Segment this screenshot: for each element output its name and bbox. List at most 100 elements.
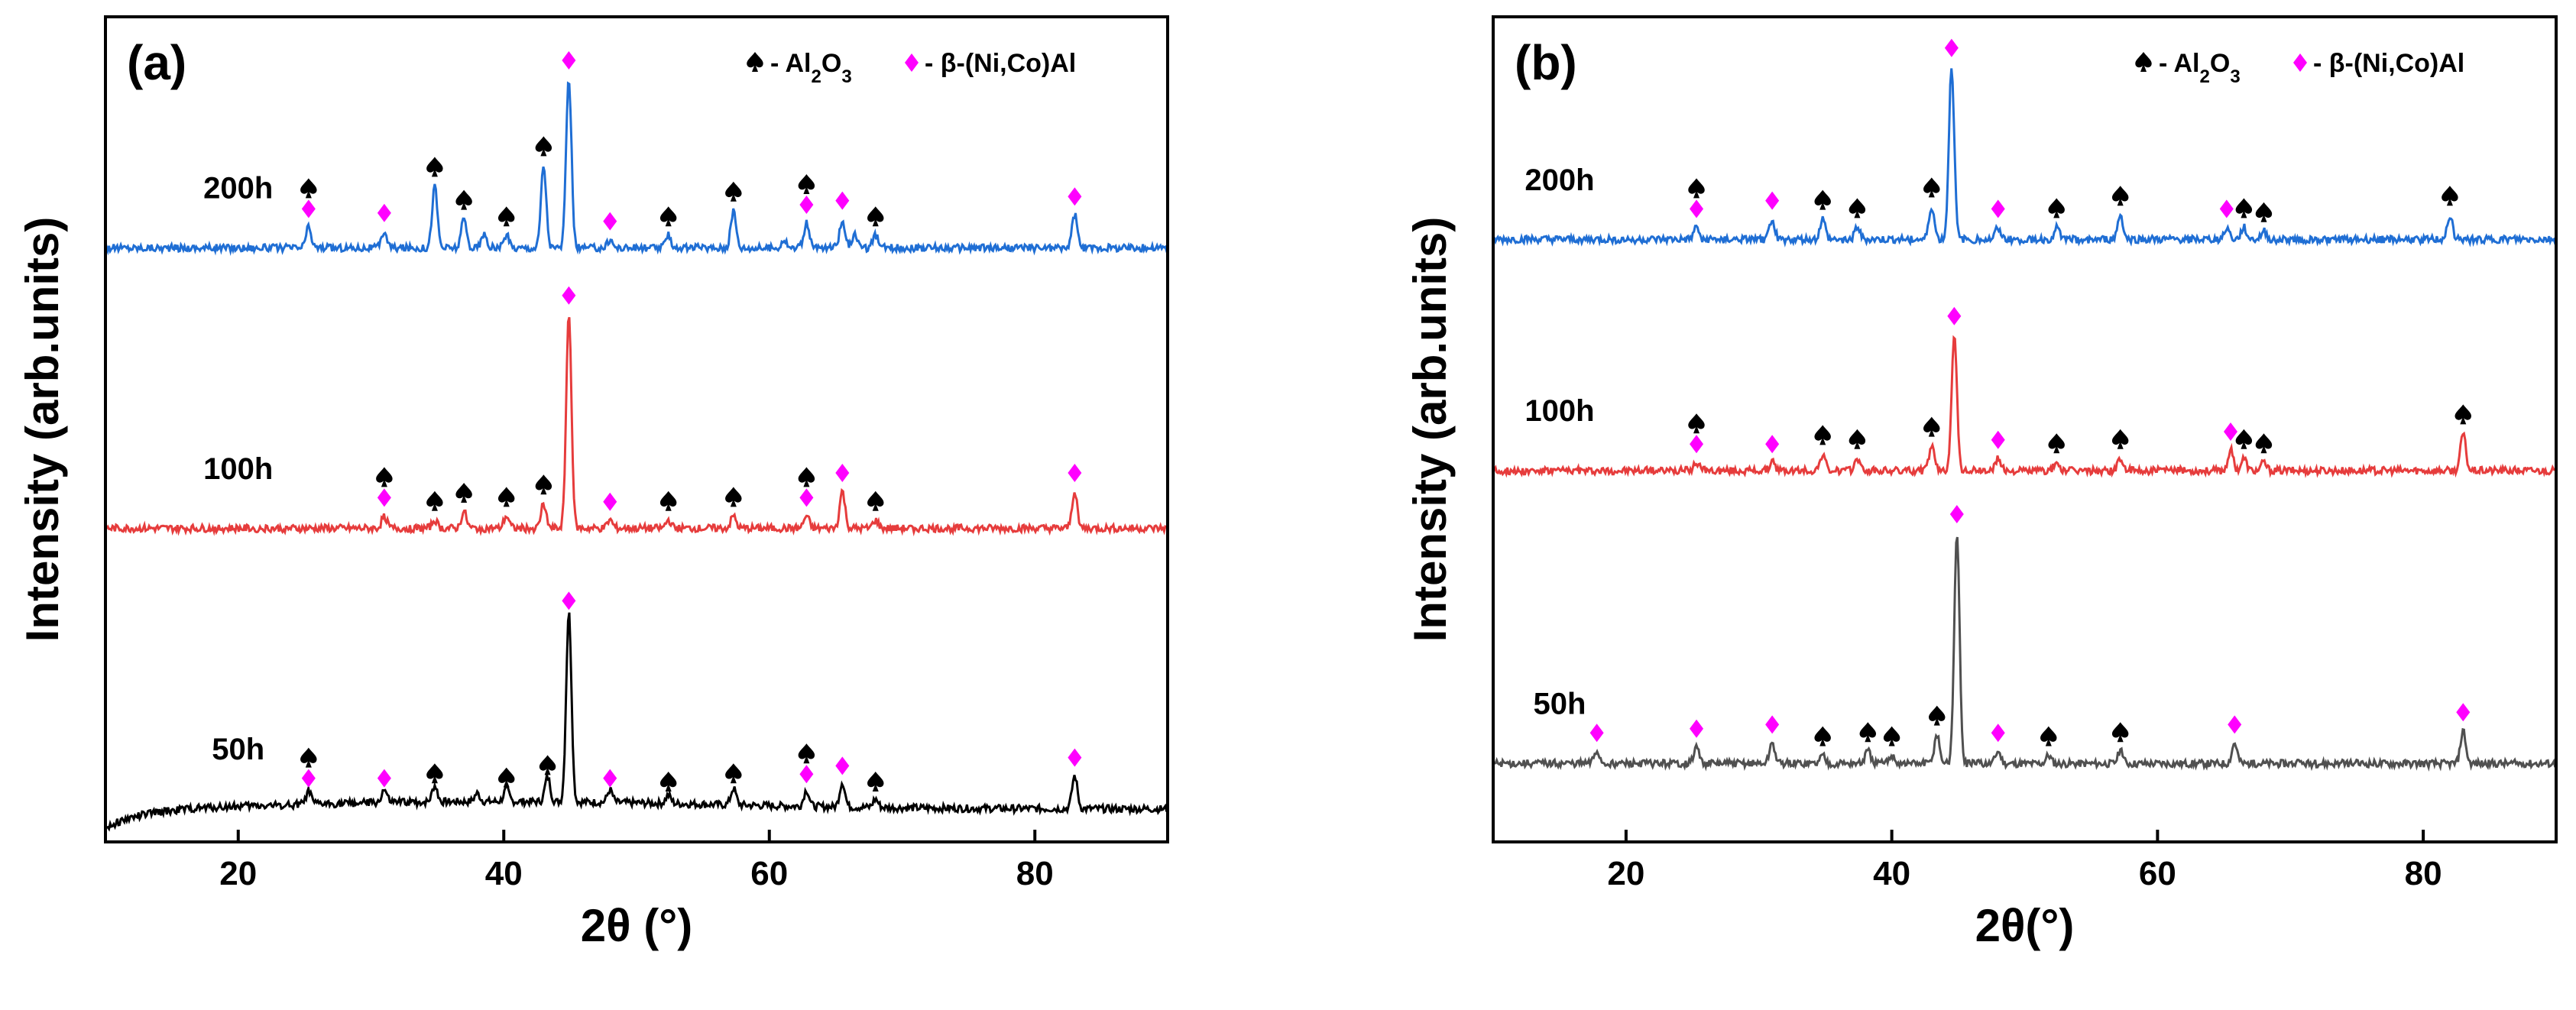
beta-marker [603, 769, 617, 788]
x-axis-label: 2θ (°) [581, 900, 692, 951]
beta-marker [301, 199, 316, 219]
y-axis-label: Intensity (arb.units) [1405, 217, 1456, 643]
al2o3-marker [498, 487, 515, 507]
beta-marker [1068, 187, 1082, 206]
beta-marker [562, 591, 576, 610]
series-line-100h [1492, 335, 2558, 478]
beta-marker [377, 488, 391, 507]
legend-al2o3-label: - Al2O3 [770, 49, 852, 87]
al2o3-marker [2040, 726, 2057, 746]
legend-beta-label: - β-(Ni,Co)Al [925, 49, 1076, 78]
x-tick-label: 80 [2405, 855, 2442, 892]
al2o3-marker [2048, 433, 2065, 454]
chart-panel-b: 200h 100h 50h 20 40 60 80 2θ(°) Intensity (arb.u… [1405, 15, 2558, 951]
beta-marker [2456, 703, 2471, 722]
series-line-50h [105, 612, 1168, 832]
series-label-100h: 100h [203, 452, 273, 486]
beta-marker [301, 769, 316, 788]
beta-marker [799, 765, 814, 784]
beta-marker [2224, 422, 2238, 441]
al2o3-marker [798, 174, 815, 194]
beta-marker [1991, 724, 2005, 743]
legend-al2o3-label: - Al2O3 [2159, 49, 2241, 87]
al2o3-marker [426, 490, 443, 511]
legend: - Al2O3 - β-(Ni,Co)Al [747, 49, 1076, 87]
x-axis-label: 2θ(°) [1975, 900, 2075, 951]
beta-marker [562, 51, 576, 70]
al2o3-marker [2442, 186, 2458, 206]
al2o3-marker [2255, 202, 2273, 222]
al2o3-marker [455, 483, 472, 503]
al2o3-marker [1688, 413, 1705, 434]
x-tick-label: 40 [485, 855, 523, 892]
beta-marker [799, 196, 814, 214]
legend-diamond-icon [2293, 53, 2307, 72]
x-tick-label: 60 [750, 855, 788, 892]
chart-panel-a: 200h 100h 50h 20 40 60 80 2θ (°) Intensity (arb.… [17, 15, 1169, 951]
al2o3-marker [426, 763, 443, 784]
legend-diamond-icon [905, 53, 919, 72]
x-tick-label: 20 [1607, 855, 1644, 892]
al2o3-marker [498, 206, 515, 227]
al2o3-marker [376, 467, 393, 487]
al2o3-marker [725, 763, 742, 784]
x-tick-label: 80 [1016, 855, 1054, 892]
legend-spade-icon [2135, 52, 2152, 72]
x-tick-label: 20 [219, 855, 257, 892]
al2o3-marker [1814, 425, 1831, 445]
series-label-100h: 100h [1525, 394, 1594, 428]
al2o3-marker [659, 206, 677, 227]
beta-marker [562, 286, 576, 305]
beta-marker [2228, 715, 2242, 734]
al2o3-marker [1929, 705, 1946, 726]
series-label-50h: 50h [1533, 688, 1586, 721]
al2o3-marker [1849, 429, 1866, 449]
beta-marker [603, 212, 617, 231]
al2o3-marker [1849, 198, 1866, 219]
series-label-200h: 200h [1525, 163, 1594, 197]
beta-marker [835, 191, 850, 210]
beta-marker [835, 756, 850, 775]
al2o3-marker [659, 772, 677, 791]
beta-marker [1068, 748, 1082, 767]
al2o3-marker [2111, 429, 2129, 449]
plot-frame [1492, 15, 2558, 843]
al2o3-marker [2454, 404, 2472, 425]
beta-marker [799, 488, 814, 507]
series-label-200h: 200h [203, 172, 273, 206]
beta-marker [377, 203, 391, 222]
beta-marker [1765, 191, 1780, 210]
al2o3-marker [1883, 726, 1900, 746]
beta-marker [1690, 719, 1704, 738]
al2o3-marker [1923, 177, 1940, 198]
beta-marker [835, 464, 850, 482]
al2o3-marker [867, 772, 884, 791]
al2o3-marker [300, 747, 317, 768]
beta-marker [1690, 199, 1704, 219]
beta-marker [1589, 724, 1604, 743]
al2o3-marker [2111, 186, 2129, 206]
al2o3-marker [1859, 722, 1877, 743]
al2o3-marker [798, 743, 815, 764]
beta-marker [377, 769, 391, 788]
x-tick-label: 60 [2139, 855, 2176, 892]
al2o3-marker [535, 136, 552, 157]
al2o3-marker [725, 181, 742, 202]
beta-marker [1991, 430, 2005, 449]
beta-marker [1765, 715, 1780, 734]
al2o3-marker [426, 157, 443, 177]
al2o3-marker [535, 474, 552, 495]
al2o3-marker [2111, 722, 2129, 743]
beta-marker [1944, 38, 1959, 57]
al2o3-marker [455, 189, 472, 210]
al2o3-marker [539, 755, 556, 775]
al2o3-marker [1688, 178, 1705, 199]
beta-marker [1068, 464, 1082, 482]
plot-frame [104, 15, 1169, 843]
legend: - Al2O3 - β-(Ni,Co)Al [2135, 49, 2464, 87]
al2o3-marker [867, 490, 884, 511]
panel-label: (a) [127, 35, 186, 90]
beta-marker [2219, 199, 2234, 219]
al2o3-marker [2235, 429, 2253, 449]
